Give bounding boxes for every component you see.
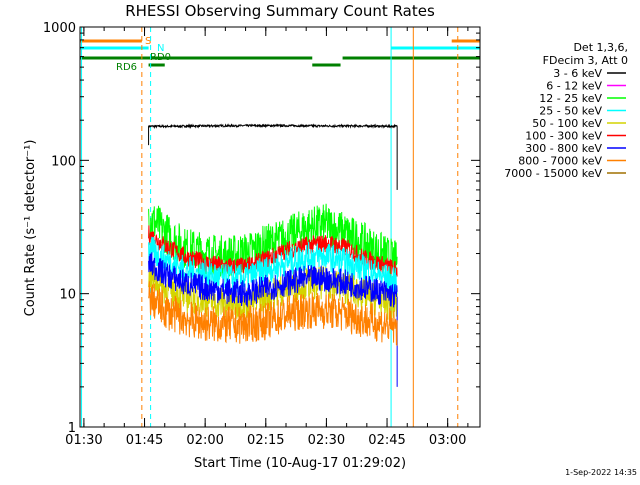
legend-header-line: Det 1,3,6, bbox=[573, 41, 628, 54]
legend-entry-label: 800 - 7000 keV bbox=[518, 155, 602, 168]
flag-label-n: N bbox=[157, 43, 164, 54]
legend-entry-label: 100 - 300 keV bbox=[525, 130, 602, 143]
series-line-7 bbox=[148, 281, 398, 347]
legend-entry-label: 50 - 100 keV bbox=[532, 117, 602, 130]
y-tick-label: 100 bbox=[51, 154, 76, 169]
y-tick-label: 1 bbox=[68, 421, 76, 436]
y-tick-label: 10 bbox=[59, 288, 76, 303]
x-tick-label: 02:00 bbox=[186, 433, 223, 448]
y-tick-label: 1000 bbox=[43, 21, 76, 36]
legend-entry-label: 6 - 12 keV bbox=[546, 80, 602, 93]
legend-entry-label: 12 - 25 keV bbox=[539, 92, 602, 105]
legend-entry-label: 7000 - 15000 keV bbox=[504, 167, 602, 180]
x-axis-label: Start Time (10-Aug-17 01:29:02) bbox=[194, 456, 406, 471]
series-line-4 bbox=[148, 236, 398, 297]
series-group bbox=[148, 123, 398, 387]
footer-timestamp: 1-Sep-2022 14:35 bbox=[565, 468, 637, 477]
flag-label-rd0: RD0 bbox=[150, 52, 171, 63]
flag-label-rd6: RD6 bbox=[116, 62, 137, 73]
vertical-markers bbox=[81, 27, 459, 427]
x-tick-label: 02:45 bbox=[368, 433, 405, 448]
x-tick-label: 02:30 bbox=[308, 433, 345, 448]
chart-title: RHESSI Observing Summary Count Rates bbox=[125, 2, 435, 20]
legend-entry-label: 300 - 800 keV bbox=[525, 142, 602, 155]
y-axis-label: Count Rate (s⁻¹ detector⁻¹) bbox=[23, 140, 38, 317]
x-tick-label: 03:00 bbox=[429, 433, 466, 448]
legend-entry-label: 25 - 50 keV bbox=[539, 105, 602, 118]
series-line-6 bbox=[148, 252, 398, 308]
flag-label-s: S bbox=[145, 36, 151, 47]
legend-header-line: FDecim 3, Att 0 bbox=[543, 54, 628, 67]
x-tick-label: 02:15 bbox=[247, 433, 284, 448]
plot-frame bbox=[79, 26, 481, 428]
series-line-1 bbox=[148, 123, 398, 130]
legend-entry-label: 3 - 6 keV bbox=[553, 67, 602, 80]
x-tick-label: 01:45 bbox=[126, 433, 163, 448]
axis-ticks: 01:30 01:45 02:00 02:15 02:30 02:45 03:00 1 10 10… bbox=[43, 21, 480, 448]
x-tick-label: 01:30 bbox=[65, 433, 102, 448]
